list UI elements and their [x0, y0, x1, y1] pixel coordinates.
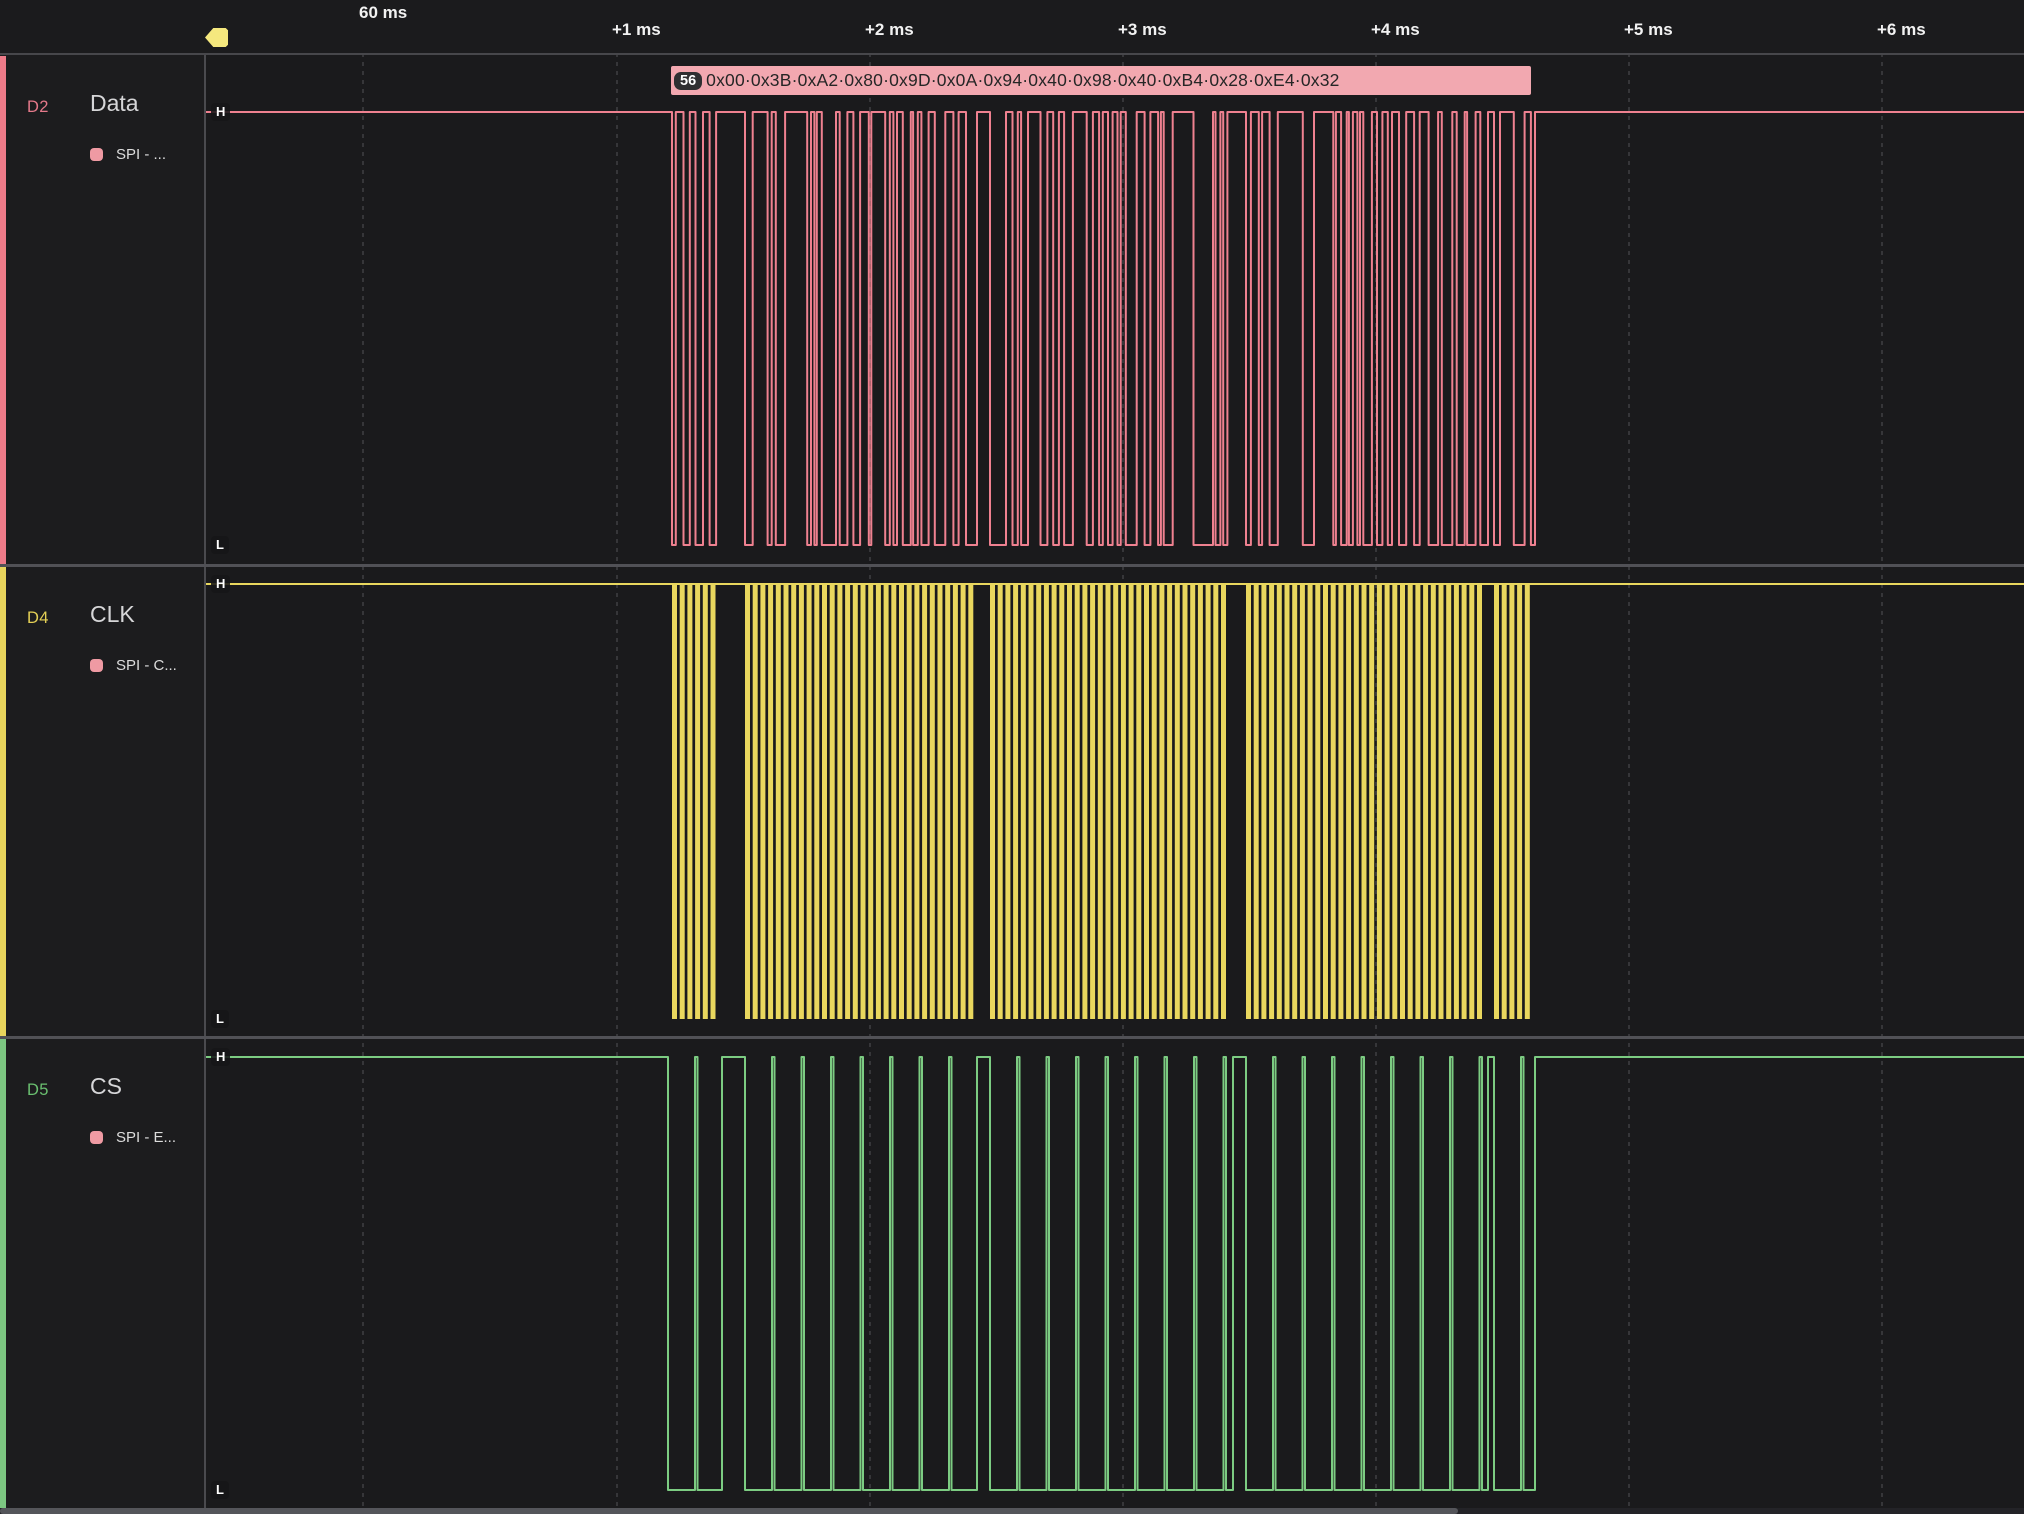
- time-tick-label: +1 ms: [612, 20, 661, 40]
- analyzer-row[interactable]: SPI - E...: [90, 1129, 176, 1146]
- analyzer-color-icon: [90, 1131, 103, 1144]
- channel-name-label: Data: [90, 90, 139, 117]
- channel-name-label: CLK: [90, 601, 135, 628]
- analyzer-label: SPI - ...: [116, 146, 166, 163]
- analyzer-label: SPI - E...: [116, 1129, 176, 1146]
- waveform-data-d2[interactable]: [205, 56, 2024, 564]
- low-level-badge: L: [211, 1010, 229, 1028]
- channel-header-d5[interactable]: D5 CS SPI - E...: [0, 1039, 204, 1508]
- time-tick-label: +3 ms: [1118, 20, 1167, 40]
- high-level-badge: H: [211, 1048, 230, 1066]
- time-tick-label: +4 ms: [1371, 20, 1420, 40]
- waveform-clock-d4[interactable]: [205, 567, 2024, 1036]
- time-tick-label: +2 ms: [865, 20, 914, 40]
- analyzer-label: SPI - C...: [116, 657, 177, 674]
- analyzer-color-icon: [90, 659, 103, 672]
- decoded-bytes-text: 0x00·0x3B·0xA2·0x80·0x9D·0x0A·0x94·0x40·…: [706, 70, 1339, 91]
- time-ruler[interactable]: 60 ms +1 ms +2 ms +3 ms +4 ms +5 ms +6 m…: [0, 0, 2024, 53]
- low-level-badge: L: [211, 1481, 229, 1499]
- row-divider: [0, 564, 2024, 567]
- channel-id-label: D2: [27, 98, 49, 117]
- analyzer-row[interactable]: SPI - ...: [90, 146, 166, 163]
- time-major-label: 60 ms: [359, 3, 407, 23]
- time-tick-label: +6 ms: [1877, 20, 1926, 40]
- channel-id-label: D4: [27, 609, 49, 628]
- byte-count-badge: 56: [674, 72, 702, 90]
- low-level-badge: L: [211, 536, 229, 554]
- channel-name-label: CS: [90, 1073, 122, 1100]
- logic-analyzer-app: 60 ms +1 ms +2 ms +3 ms +4 ms +5 ms +6 m…: [0, 0, 2024, 1514]
- channel-id-label: D5: [27, 1081, 49, 1100]
- sidebar-divider: [204, 0, 206, 1508]
- channel-header-d2[interactable]: D2 Data SPI - ...: [0, 56, 204, 564]
- high-level-badge: H: [211, 575, 230, 593]
- spi-annotation-bar[interactable]: 56 0x00·0x3B·0xA2·0x80·0x9D·0x0A·0x94·0x…: [671, 66, 1531, 95]
- time-tick-label: +5 ms: [1624, 20, 1673, 40]
- waveform-enable-d5[interactable]: [205, 1039, 2024, 1508]
- high-level-badge: H: [211, 103, 230, 121]
- scrollbar-thumb[interactable]: [0, 1508, 1458, 1514]
- header-divider: [0, 53, 2024, 55]
- row-divider: [0, 1036, 2024, 1039]
- analyzer-color-icon: [90, 148, 103, 161]
- analyzer-row[interactable]: SPI - C...: [90, 657, 177, 674]
- channel-header-d4[interactable]: D4 CLK SPI - C...: [0, 567, 204, 1036]
- horizontal-scrollbar[interactable]: [0, 1508, 2024, 1514]
